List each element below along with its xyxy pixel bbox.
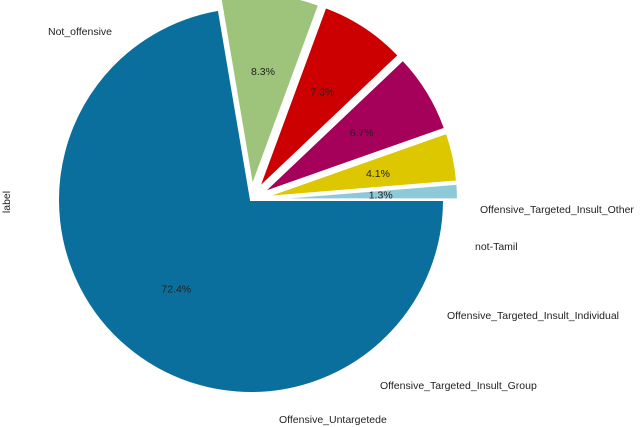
pie-slice-offensive-untargetede — [219, 0, 321, 190]
pie-slice-offensive-targeted-insult-individual — [262, 58, 447, 194]
pie-category-label: Offensive_Untargetede — [279, 414, 387, 426]
y-axis-label: label — [1, 191, 13, 213]
pie-pct-label: 8.3% — [251, 66, 275, 78]
pie-labels: 72.4% Not_offensive 8.3% Offensive_Untarget… — [48, 26, 634, 426]
pie-category-label: Offensive_Targeted_Insult_Group — [380, 380, 537, 392]
pie-slices — [57, 0, 459, 394]
pie-category-label: Not_offensive — [48, 26, 112, 38]
pie-slice-offensive-targeted-insult-other — [264, 182, 459, 201]
pie-pct-label: 72.4% — [161, 283, 191, 295]
pie-pct-label: 1.3% — [369, 190, 393, 202]
pie-category-label: not-Tamil — [475, 241, 518, 253]
pie-slice-not-offensive — [57, 8, 446, 394]
pie-slice-not-tamil — [264, 131, 459, 199]
pie-pct-label: 6.7% — [350, 127, 374, 139]
pie-category-label: Offensive_Targeted_Insult_Other — [480, 204, 634, 216]
pie-slice-offensive-targeted-insult-group — [257, 5, 401, 190]
pie-pct-label: 7.3% — [310, 87, 334, 99]
pie-category-label: Offensive_Targeted_Insult_Individual — [447, 310, 619, 322]
pie-pct-label: 4.1% — [366, 168, 390, 180]
